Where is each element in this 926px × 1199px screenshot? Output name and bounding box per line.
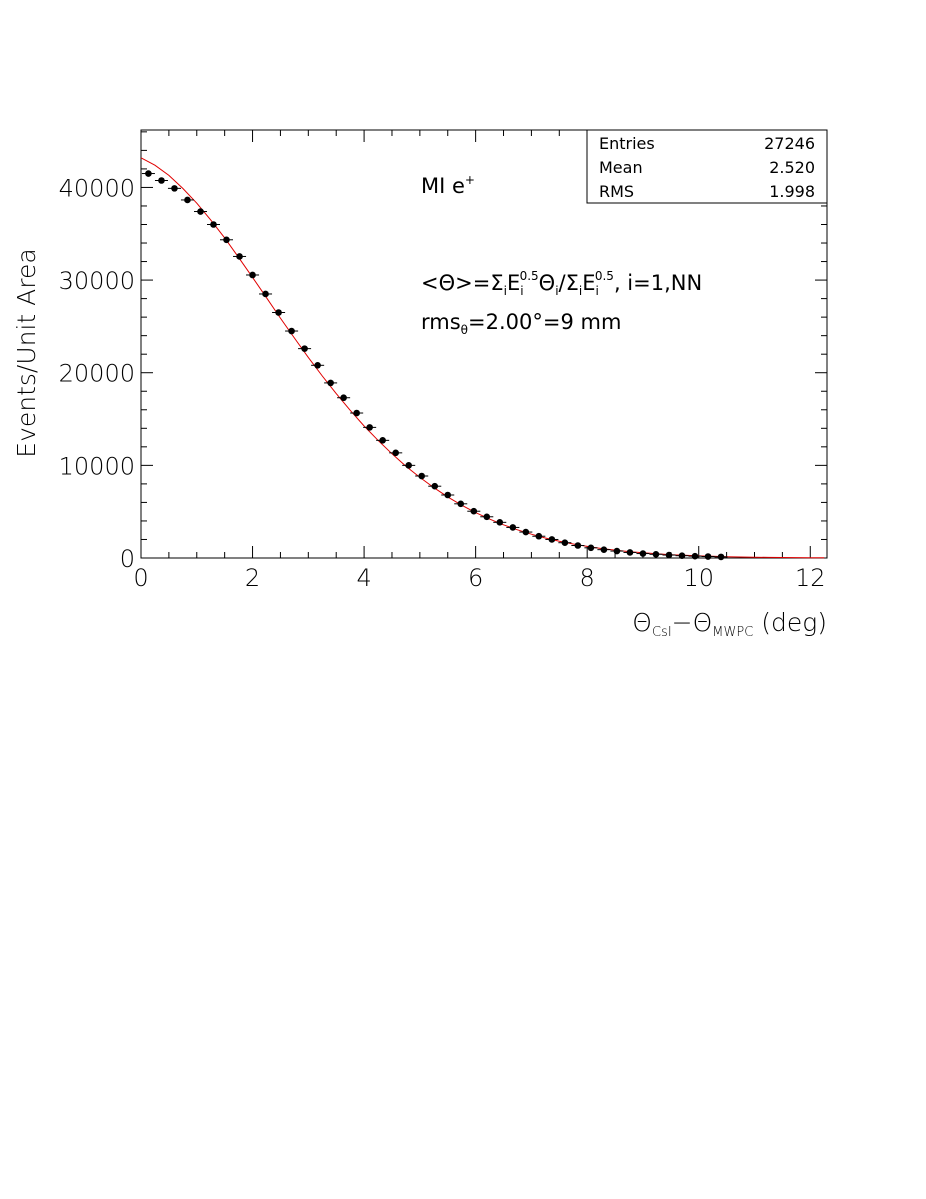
- data-point: [327, 379, 334, 387]
- data-point: [626, 549, 634, 556]
- data-point: [314, 362, 321, 369]
- annotation-title: MI e+: [421, 173, 475, 198]
- data-point: [171, 185, 178, 192]
- data-point: [561, 539, 569, 547]
- y-tick-label: 40000: [59, 174, 135, 202]
- data-point: [587, 544, 595, 552]
- x-axis-title: ΘCsI−ΘMWPC (deg): [632, 608, 827, 640]
- annotation-rms: rmsθ=2.00°=9 mm: [421, 310, 621, 337]
- x-tick-label: 4: [356, 564, 371, 592]
- data-point: [457, 500, 465, 508]
- stat-mean-value: 2.520: [769, 158, 815, 177]
- data-point: [639, 550, 647, 557]
- data-point: [418, 472, 426, 480]
- data-point: [613, 547, 621, 555]
- data-point: [665, 551, 673, 559]
- data-point: [249, 271, 256, 279]
- data-point: [574, 542, 582, 549]
- x-tick-label: 2: [245, 564, 260, 592]
- stats-box: Entries 27246 Mean 2.520 RMS 1.998: [586, 129, 828, 204]
- data-point: [522, 528, 530, 536]
- annotation-formula: <Θ>=ΣiEi0.5Θi/ΣiEi0.5, i=1,NN: [421, 269, 702, 298]
- data-point: [301, 345, 308, 352]
- x-tick-label: 12: [795, 564, 826, 592]
- data-point: [496, 519, 504, 526]
- x-tick-label: 8: [580, 564, 595, 592]
- y-tick-label: 20000: [59, 360, 135, 388]
- y-tick-label: 30000: [59, 267, 135, 295]
- data-point: [509, 524, 517, 531]
- data-point: [548, 536, 556, 543]
- y-tick-label: 0: [120, 545, 135, 573]
- data-point: [340, 394, 347, 402]
- x-tick-label: 10: [683, 564, 714, 592]
- data-point: [379, 437, 386, 444]
- data-point: [717, 553, 725, 561]
- data-point: [600, 546, 608, 553]
- fit-curve-layer: [140, 157, 825, 559]
- fit-curve: [140, 157, 825, 559]
- data-point: [275, 309, 282, 316]
- data-point: [223, 236, 230, 244]
- data-point: [392, 449, 400, 457]
- stat-mean-label: Mean: [599, 158, 643, 177]
- data-point: [483, 513, 491, 521]
- data-point: [353, 409, 360, 417]
- stat-rms-label: RMS: [599, 182, 634, 201]
- data-point: [405, 462, 413, 469]
- x-tick-label: 0: [133, 564, 148, 592]
- data-point: [262, 290, 269, 298]
- data-point: [704, 553, 712, 560]
- data-point: [197, 208, 204, 215]
- data-point: [691, 552, 699, 560]
- data-point: [678, 552, 686, 559]
- y-tick-label: 10000: [59, 452, 135, 480]
- data-points-layer: [141, 170, 728, 561]
- data-point: [184, 196, 191, 204]
- stat-entries-label: Entries: [599, 134, 655, 153]
- x-tick-labels: 0 2 4 6 8 10 12: [133, 564, 825, 592]
- data-point: [145, 170, 152, 177]
- data-point: [158, 177, 165, 184]
- stat-entries-value: 27246: [764, 134, 815, 153]
- data-point: [470, 507, 478, 515]
- x-tick-label: 6: [468, 564, 483, 592]
- data-point: [431, 482, 439, 490]
- y-axis-title: Events/Unit Area: [12, 248, 41, 457]
- data-point: [652, 550, 660, 558]
- plot-frame: [140, 129, 828, 559]
- stat-rms-value: 1.998: [769, 182, 815, 201]
- data-point: [236, 253, 243, 260]
- data-point: [444, 491, 452, 499]
- data-point: [210, 221, 217, 228]
- data-point: [535, 532, 543, 540]
- data-point: [288, 327, 295, 335]
- data-point: [366, 424, 373, 431]
- y-tick-labels: 0 10000 20000 30000 40000: [59, 174, 135, 573]
